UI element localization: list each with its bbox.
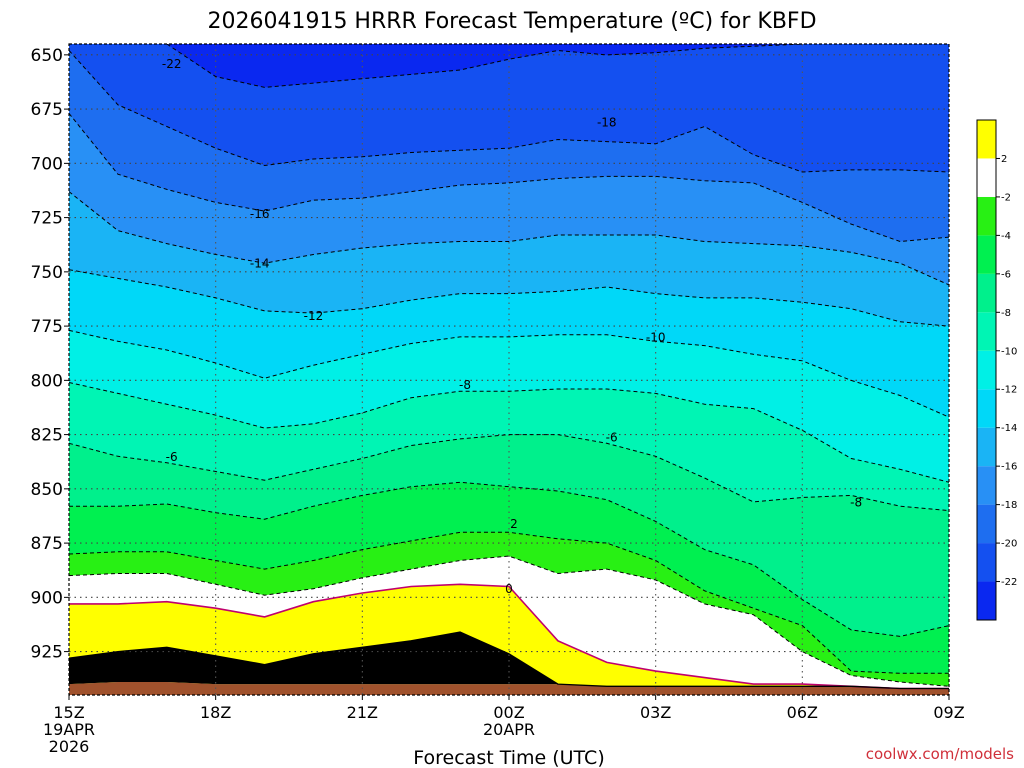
y-tick-label: 750 <box>31 263 63 283</box>
colorbar-label: -10 <box>1001 346 1017 357</box>
contour-label: -10 <box>646 330 666 344</box>
contour-label: -6 <box>166 450 178 464</box>
colorbar-swatch <box>977 466 996 505</box>
isotherm-line <box>69 481 949 637</box>
y-tick-label: 775 <box>31 317 63 337</box>
colorbar-swatch <box>977 235 996 274</box>
y-tick-label: 825 <box>31 426 63 446</box>
contour-label: -22 <box>162 57 182 71</box>
isotherm-line <box>69 50 949 173</box>
contour-label: -16 <box>250 207 270 221</box>
y-tick-label: 675 <box>31 100 63 120</box>
x-tick-label: 06Z <box>787 703 818 722</box>
colorbar-swatch <box>977 389 996 428</box>
colorbar-label: -22 <box>1001 577 1017 588</box>
y-tick-label: 800 <box>31 371 63 391</box>
colorbar-label: -18 <box>1001 500 1017 511</box>
colorbar-label: 2 <box>1001 154 1007 165</box>
y-tick-label: 650 <box>31 46 63 66</box>
isotherm-line <box>69 382 949 483</box>
colorbar-swatch <box>977 312 996 351</box>
colorbar-label: -16 <box>1001 462 1017 473</box>
chart-title: 2026041915 HRRR Forecast Temperature (ºC… <box>207 9 816 34</box>
colorbar-swatch <box>977 120 996 159</box>
colorbar-swatch <box>977 504 996 544</box>
colorbar-swatch <box>977 543 996 582</box>
contour-label: -18 <box>597 116 617 130</box>
colorbar-swatch <box>977 158 996 197</box>
colorbar-label: -2 <box>1001 192 1011 203</box>
isotherm-line <box>69 555 949 687</box>
x-tick-label: 21Z <box>347 703 378 722</box>
colorbar-frame <box>976 119 997 621</box>
colorbar-swatch <box>977 350 996 390</box>
isotherm-line <box>69 583 949 690</box>
colorbar-label: -12 <box>1001 385 1017 396</box>
isotherm-line <box>69 113 949 243</box>
colorbar-swatch <box>977 427 996 467</box>
colorbar-legend: -22-20-18-16-14-12-10-8-6-4-22 <box>976 119 1017 621</box>
colorbar-label: -14 <box>1001 423 1017 434</box>
x-tick-label: 2026 <box>49 737 90 756</box>
x-tick-label: 00Z <box>493 703 524 722</box>
y-tick-label: 900 <box>31 588 63 608</box>
x-tick-label: 15Z <box>53 703 84 722</box>
plot-area: -22 -18 -16 -14 -12 -10 -8 -8 -6 -6 2 0 <box>68 43 950 696</box>
x-axis-title: Forecast Time (UTC) <box>413 747 604 768</box>
colorbar-swatch <box>977 273 996 313</box>
credit-text: coolwx.com/models <box>866 745 1014 763</box>
colorbar-label: -6 <box>1001 269 1011 280</box>
colorbar-label: -20 <box>1001 539 1017 550</box>
contour-label: -14 <box>250 257 270 271</box>
y-tick-label: 725 <box>31 209 63 229</box>
contour-label: -8 <box>850 495 862 509</box>
x-tick-label: 09Z <box>933 703 964 722</box>
contour-label: 0 <box>505 582 513 596</box>
colorbar-label: -4 <box>1001 231 1011 242</box>
colorbar-swatch <box>977 196 996 236</box>
y-axis: 650 675 700 725 750 775 800 825 850 875 900 925 <box>31 46 69 663</box>
colorbar-swatch <box>977 581 996 620</box>
isotherm-line <box>69 434 949 512</box>
plot-clip-group: -22 -18 -16 -14 -12 -10 -8 -8 -6 -6 2 0 <box>69 44 949 695</box>
contour-label: 2 <box>510 517 518 531</box>
y-tick-label: 925 <box>31 643 63 663</box>
isotherm-line <box>166 44 803 88</box>
x-tick-label: 03Z <box>640 703 671 722</box>
isotherm-line <box>69 191 949 286</box>
isotherm-line <box>69 531 949 674</box>
contour-label: -6 <box>606 430 618 444</box>
y-tick-label: 700 <box>31 154 63 174</box>
isotherm-line <box>69 269 949 327</box>
isotherm-line <box>69 329 949 418</box>
isotherm-line <box>69 631 949 690</box>
colorbar-label: -8 <box>1001 308 1011 319</box>
x-tick-label: 20APR <box>483 720 535 739</box>
contour-label: -12 <box>304 309 324 323</box>
contour-label: -8 <box>459 378 471 392</box>
y-tick-label: 875 <box>31 534 63 554</box>
x-tick-label: 19APR <box>43 720 95 739</box>
y-tick-label: 850 <box>31 480 63 500</box>
x-tick-label: 18Z <box>200 703 231 722</box>
